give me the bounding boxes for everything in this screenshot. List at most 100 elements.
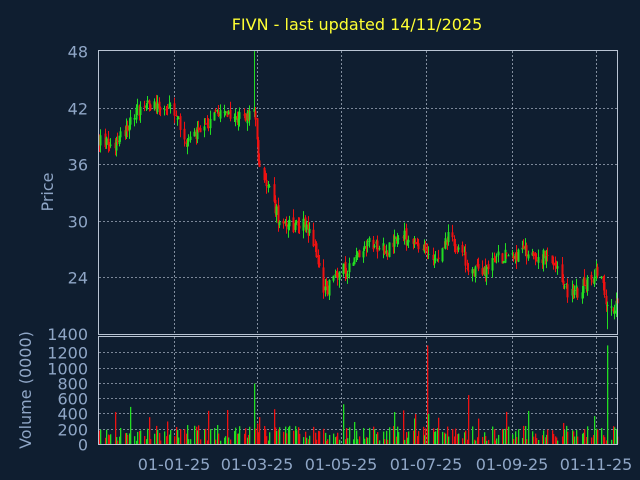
candle-body [234, 116, 237, 120]
volume-bar [255, 428, 257, 444]
candle-body [258, 160, 261, 167]
volume-bar [316, 439, 318, 444]
volume-bar [572, 430, 574, 444]
candle-body [116, 140, 119, 142]
volume-bar [428, 414, 430, 444]
candle-body [298, 225, 301, 229]
candle-body [487, 264, 490, 270]
candle-body [322, 267, 325, 293]
candle-body [365, 246, 368, 249]
candle-body [324, 286, 327, 291]
candle-body [115, 140, 118, 151]
candle-body [590, 274, 593, 280]
candle-body [227, 111, 230, 115]
volume-bar [556, 437, 558, 444]
candle-body [308, 228, 311, 234]
candle-body [511, 253, 514, 255]
candle-body [426, 248, 429, 253]
volume-bar [353, 439, 355, 444]
candle-body [433, 258, 436, 261]
candle-body [612, 308, 615, 312]
candle-body [505, 252, 508, 254]
candle-body [179, 116, 182, 130]
volume-bar [339, 439, 341, 444]
candle-body [534, 253, 537, 260]
volume-bar [265, 429, 267, 444]
candle-body [544, 250, 547, 259]
candle-body [238, 112, 241, 119]
price-tick-label: 36 [68, 156, 88, 175]
candle-body [135, 107, 138, 120]
date-tick-label: 01-05-25 [305, 455, 378, 474]
candle-body [466, 267, 469, 269]
candle-body [173, 103, 176, 116]
candle-body [199, 128, 202, 133]
volume-bar [313, 426, 315, 444]
volume-bar [601, 428, 603, 444]
candle-body [143, 106, 146, 108]
candle-body [376, 240, 379, 252]
candle-body [302, 218, 305, 231]
candle-body [566, 284, 569, 298]
candle-body [264, 177, 267, 180]
candle-body [535, 260, 538, 262]
volume-bar [126, 433, 128, 444]
volume-bar [200, 439, 202, 444]
volume-bar [228, 437, 230, 444]
volume-bar [437, 428, 439, 444]
volume-bar [283, 431, 285, 444]
volume-bar [583, 432, 585, 444]
candle-body [146, 100, 149, 103]
candle-body [328, 280, 331, 296]
volume-bar [130, 406, 132, 444]
volume-bar [404, 439, 406, 444]
candle-body [213, 112, 216, 121]
candle-body [305, 224, 308, 230]
candle-body [139, 106, 142, 116]
volume-bar [315, 432, 317, 444]
candle-body [148, 100, 151, 104]
volume-bar [286, 433, 288, 444]
volume-bar [275, 427, 277, 444]
candle-body [216, 109, 219, 112]
volume-bar [394, 412, 396, 444]
candle-body [396, 238, 399, 241]
candle-body [156, 103, 159, 113]
candle-body [248, 111, 251, 120]
volume-bar [346, 428, 348, 444]
candle-body [573, 290, 576, 295]
volume-bar [442, 431, 444, 444]
price-tick-label: 30 [68, 213, 88, 232]
volume-tick-label: 600 [57, 390, 88, 409]
volume-bar [108, 434, 110, 444]
volume-bar [505, 428, 507, 444]
candle-body [108, 143, 111, 149]
candle-body [277, 205, 280, 224]
volume-bar [245, 428, 247, 444]
candle-body [461, 244, 464, 253]
volume-bar [538, 440, 540, 444]
volume-bar [522, 438, 524, 444]
candle-body [602, 276, 605, 283]
candle-body [517, 249, 520, 262]
candle-body [497, 251, 500, 256]
volume-bar [415, 414, 417, 444]
volume-bar [454, 436, 456, 444]
volume-bar [117, 440, 119, 444]
candle-body [295, 221, 298, 223]
volume-bar [159, 432, 161, 444]
price-tick-labels: 48 42 36 30 24 [68, 43, 88, 288]
candle-body [342, 263, 345, 275]
candle-body [109, 144, 112, 146]
volume-bar [584, 429, 586, 444]
volume-bar [154, 433, 156, 444]
volume-bar [546, 434, 548, 444]
volume-bar [293, 430, 295, 444]
volume-bar [176, 427, 178, 444]
volume-bar [359, 436, 361, 444]
candle-body [501, 253, 504, 264]
volume-bar [474, 439, 476, 444]
candle-body [366, 241, 369, 247]
candle-body [209, 118, 212, 129]
